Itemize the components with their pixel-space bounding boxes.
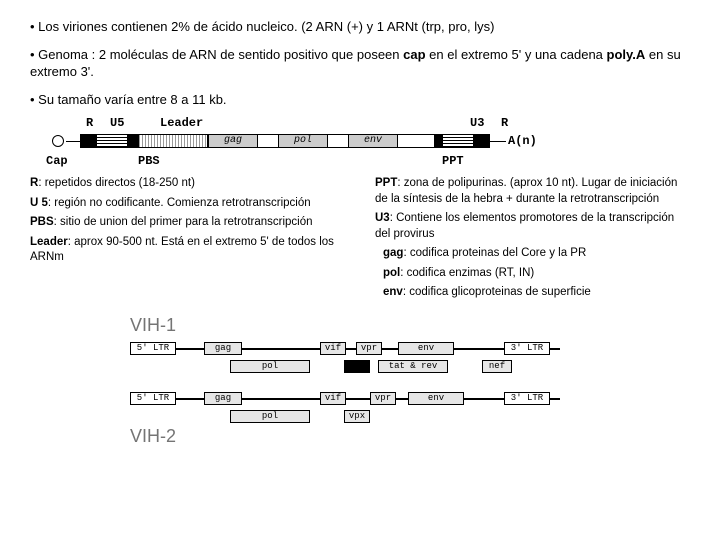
- def-pol-lbl: pol: [383, 267, 400, 279]
- bullet-2-a: Genoma : 2 moléculas de ARN de sentido p…: [38, 47, 403, 62]
- vih1-tatrev: tat & rev: [378, 360, 448, 373]
- def-env-txt: : codifica glicoproteinas de superficie: [403, 286, 591, 298]
- def-r-txt: : repetidos directos (18-250 nt): [38, 177, 195, 189]
- vih2-gag: gag: [204, 392, 242, 405]
- def-leader-lbl: Leader: [30, 236, 68, 248]
- bullet-3-text: Su tamaño varía entre 8 a 11 kb.: [38, 92, 226, 107]
- vih1-diagram: 5' LTR gag pol vif vpr env tat & rev nef…: [130, 338, 560, 384]
- label-pbs: PBS: [138, 154, 160, 168]
- vih1-vpx: [344, 360, 370, 373]
- vih2-vif: vif: [320, 392, 346, 405]
- def-pbs-txt: : sitio de union del primer para la retr…: [54, 216, 313, 228]
- vih1-nef: nef: [482, 360, 512, 373]
- def-u3-lbl: U3: [375, 212, 390, 224]
- def-ppt-lbl: PPT: [375, 177, 397, 189]
- spacer-2: [328, 134, 348, 148]
- vih2-section: 5' LTR gag pol vif vpx vpr env 3' LTR VI…: [30, 388, 690, 447]
- bullet-3: • Su tamaño varía entre 8 a 11 kb.: [30, 91, 690, 109]
- definitions-left: R: repetidos directos (18-250 nt) U 5: r…: [30, 176, 345, 305]
- def-gag-txt: : codifica proteinas del Core y la PR: [403, 247, 586, 259]
- label-u3: U3: [470, 116, 484, 130]
- vih1-label: VIH-1: [130, 315, 690, 336]
- definitions-right: PPT: zona de polipurinas. (aprox 10 nt).…: [375, 176, 690, 305]
- label-r2: R: [501, 116, 508, 130]
- def-u3-txt: : Contiene los elementos promotores de l…: [375, 212, 674, 240]
- genome-diagram: R U5 Leader U3 R Cap PBS PPT gag pol env…: [52, 118, 572, 166]
- seg-u5: [96, 134, 128, 148]
- bullet-1-text: Los viriones contienen 2% de ácido nucle…: [38, 19, 494, 34]
- label-tail: A(n): [508, 134, 537, 148]
- seg-r1: [80, 134, 96, 148]
- spacer-3: [398, 134, 434, 148]
- vih2-label: VIH-2: [130, 426, 690, 447]
- seg-ppt: [434, 134, 442, 148]
- vih2-diagram: 5' LTR gag pol vif vpx vpr env 3' LTR: [130, 388, 560, 424]
- vih1-section: VIH-1 5' LTR gag pol vif vpr env tat & r…: [30, 315, 690, 384]
- label-leader: Leader: [160, 116, 203, 130]
- spacer-1: [258, 134, 278, 148]
- vih1-vpr: vpr: [356, 342, 382, 355]
- leader-line-1: [66, 141, 80, 142]
- vih2-vpx: vpx: [344, 410, 370, 423]
- gene-gag: gag: [208, 134, 258, 148]
- def-env-lbl: env: [383, 286, 403, 298]
- label-r1: R: [86, 116, 93, 130]
- definitions: R: repetidos directos (18-250 nt) U 5: r…: [30, 176, 690, 305]
- slide-content: • Los viriones contienen 2% de ácido nuc…: [0, 0, 720, 447]
- label-cap: Cap: [46, 154, 68, 168]
- bullet-2: • Genoma : 2 moléculas de ARN de sentido…: [30, 46, 690, 81]
- vih1-vif: vif: [320, 342, 346, 355]
- seg-u3: [442, 134, 474, 148]
- def-ppt-txt: : zona de polipurinas. (aprox 10 nt). Lu…: [375, 177, 677, 205]
- vih1-pol: pol: [230, 360, 310, 373]
- vih1-gag: gag: [204, 342, 242, 355]
- def-leader-txt: : aprox 90-500 nt. Está en el extremo 5'…: [30, 236, 334, 264]
- seg-pbs: [128, 134, 138, 148]
- label-ppt: PPT: [442, 154, 464, 168]
- vih1-ltr5: 5' LTR: [130, 342, 176, 355]
- def-u5-txt: : región no codificante. Comienza retrot…: [48, 197, 311, 209]
- def-gag-lbl: gag: [383, 247, 403, 259]
- seg-leader: [138, 134, 208, 148]
- vih2-env: env: [408, 392, 464, 405]
- vih2-ltr5: 5' LTR: [130, 392, 176, 405]
- def-pol-txt: : codifica enzimas (RT, IN): [400, 267, 534, 279]
- leader-line-2: [490, 141, 506, 142]
- vih1-ltr3: 3' LTR: [504, 342, 550, 355]
- gene-pol: pol: [278, 134, 328, 148]
- bullet-2-c: en el extremo 5' y una cadena: [426, 47, 607, 62]
- bullet-2-cap: cap: [403, 47, 425, 62]
- gene-env: env: [348, 134, 398, 148]
- vih1-env: env: [398, 342, 454, 355]
- def-u5-lbl: U 5: [30, 197, 48, 209]
- bullet-2-polya: poly.A: [607, 47, 646, 62]
- bullet-1: • Los viriones contienen 2% de ácido nuc…: [30, 18, 690, 36]
- label-u5: U5: [110, 116, 124, 130]
- vih2-vpr: vpr: [370, 392, 396, 405]
- seg-r2: [474, 134, 490, 148]
- vih2-pol: pol: [230, 410, 310, 423]
- cap-circle: [52, 135, 64, 147]
- vih2-ltr3: 3' LTR: [504, 392, 550, 405]
- def-pbs-lbl: PBS: [30, 216, 54, 228]
